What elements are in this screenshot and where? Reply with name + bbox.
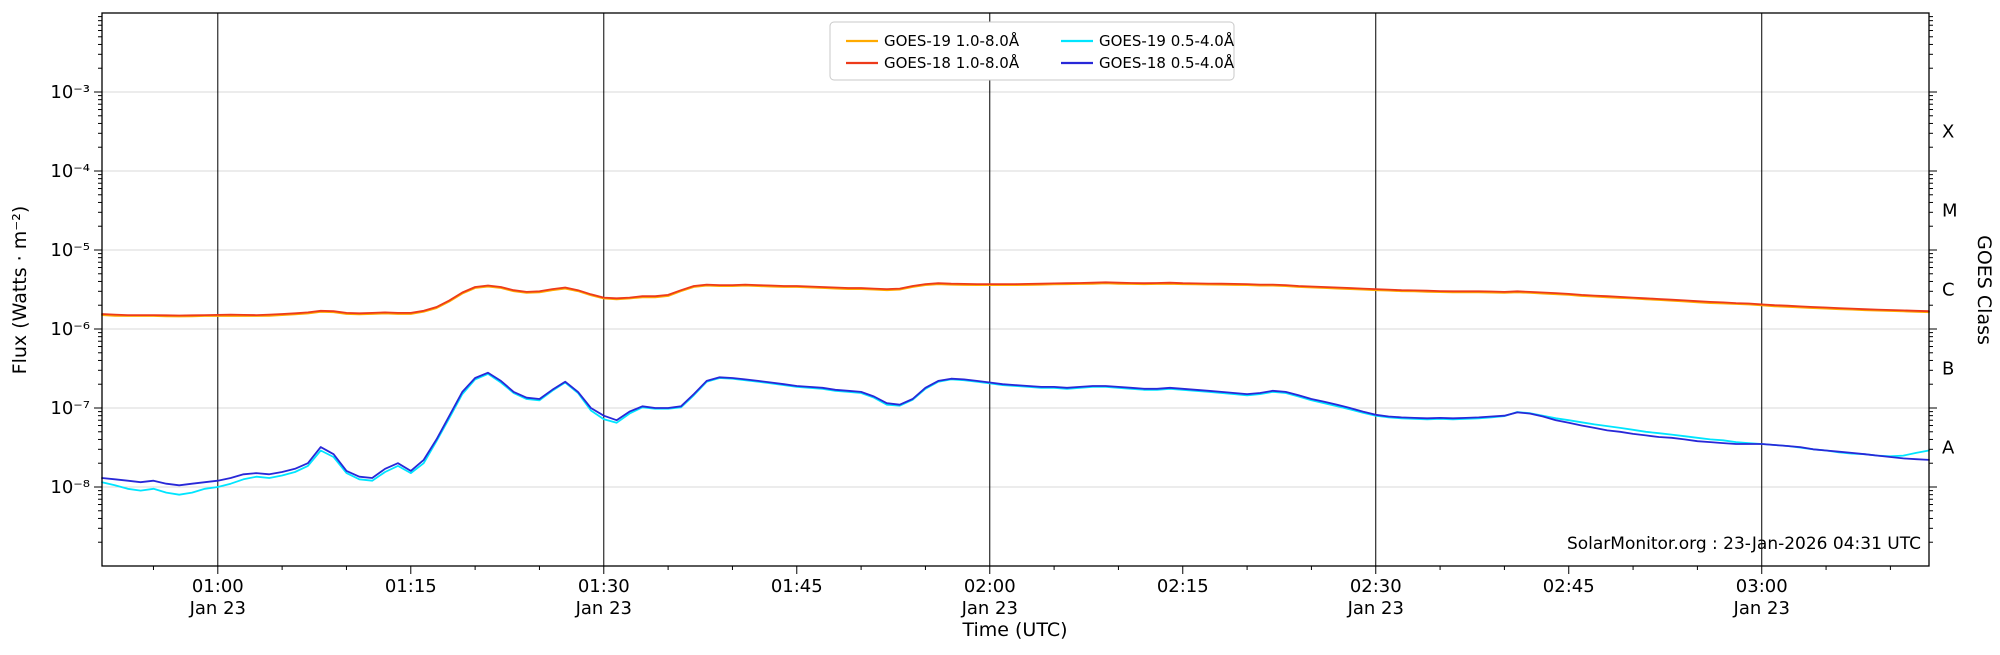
x-tick-label: 01:15: [385, 576, 437, 597]
goes-class-label-A: A: [1942, 438, 1955, 459]
x-tick-label: 01:30: [578, 576, 630, 597]
legend-label-goes18-long: GOES-18 1.0-8.0Å: [884, 53, 1020, 72]
x-axis-label: Time (UTC): [961, 619, 1067, 641]
x-tick-sublabel: Jan 23: [961, 598, 1018, 619]
plot-frame: [101, 12, 1930, 567]
right-axis-label: GOES Class: [1973, 235, 1995, 345]
x-tick-label: 02:00: [964, 576, 1016, 597]
legend: GOES-19 1.0-8.0Å GOES-18 1.0-8.0Å GOES-19 …: [829, 21, 1235, 81]
x-tick-label: 03:00: [1736, 576, 1788, 597]
y-tick-label: 10⁻⁴: [50, 161, 90, 182]
x-tick-label: 01:00: [192, 576, 244, 597]
grid-layer: [102, 13, 1929, 566]
y-tick-label: 10⁻⁸: [50, 477, 90, 498]
y-axis-label: Flux (Watts · m⁻²): [9, 206, 31, 375]
y-tick-label: 10⁻⁵: [50, 240, 90, 261]
legend-box: [829, 21, 1235, 81]
x-tick-sublabel: Jan 23: [575, 598, 632, 619]
x-tick-sublabel: Jan 23: [1733, 598, 1790, 619]
goes-class-label-M: M: [1942, 201, 1958, 222]
series-goes18-long: [101, 281, 1930, 317]
series-goes19-short: [101, 372, 1930, 496]
series-goes18-short: [101, 371, 1930, 487]
curve-layer: [101, 281, 1930, 496]
x-tick-label: 02:15: [1157, 576, 1209, 597]
goes-class-label-X: X: [1942, 122, 1954, 143]
x-tick-label: 02:30: [1350, 576, 1402, 597]
goes-class-label-B: B: [1942, 359, 1954, 380]
watermark: SolarMonitor.org : 23-Jan-2026 04:31 UTC: [1567, 534, 1921, 554]
legend-label-goes19-short: GOES-19 0.5-4.0Å: [1099, 31, 1235, 50]
x-tick-label: 02:45: [1543, 576, 1595, 597]
legend-label-goes19-long: GOES-19 1.0-8.0Å: [884, 31, 1020, 50]
y-tick-label: 10⁻³: [50, 82, 90, 103]
x-tick-sublabel: Jan 23: [189, 598, 246, 619]
legend-label-goes18-short: GOES-18 0.5-4.0Å: [1099, 53, 1235, 72]
series-goes19-long: [101, 282, 1930, 318]
x-tick-sublabel: Jan 23: [1347, 598, 1404, 619]
goes-class-label-C: C: [1942, 280, 1955, 301]
y-tick-label: 10⁻⁷: [50, 398, 90, 419]
x-tick-label: 01:45: [771, 576, 823, 597]
y-tick-label: 10⁻⁶: [50, 319, 90, 340]
